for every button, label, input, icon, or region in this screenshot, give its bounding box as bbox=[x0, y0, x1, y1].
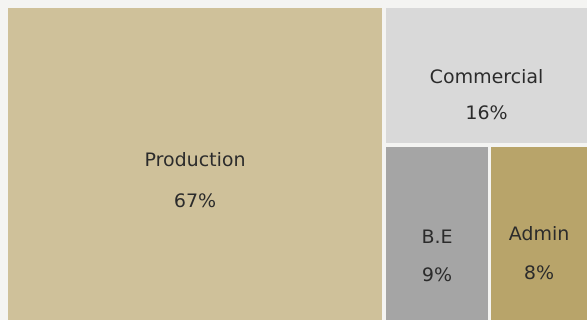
tile-commercial: Commercial 16% bbox=[386, 8, 587, 143]
tile-be: B.E 9% bbox=[386, 147, 488, 320]
tile-admin: Admin 8% bbox=[491, 147, 587, 320]
tile-commercial-name: Commercial bbox=[429, 66, 544, 88]
tile-production: Production 67% bbox=[8, 8, 382, 320]
tile-commercial-value: 16% bbox=[465, 102, 508, 124]
tile-production-name: Production bbox=[144, 149, 246, 171]
tile-be-name: B.E bbox=[421, 226, 453, 248]
tile-admin-name: Admin bbox=[508, 223, 570, 245]
tile-production-value: 67% bbox=[173, 190, 217, 212]
tile-admin-value: 8% bbox=[523, 262, 555, 284]
tile-be-value: 9% bbox=[421, 264, 453, 286]
